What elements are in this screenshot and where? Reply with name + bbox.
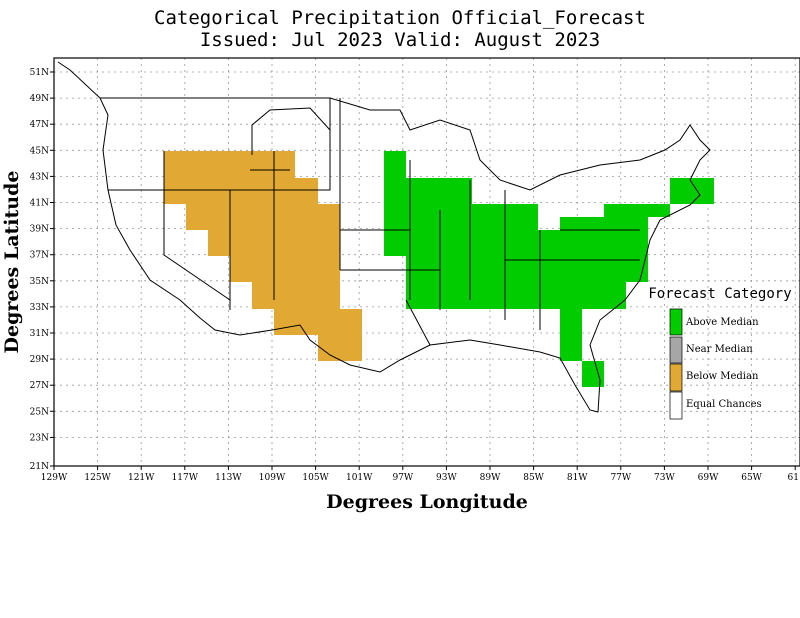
lat-tick-label: 51N: [30, 68, 49, 78]
legend-label-below: Below Median: [686, 371, 759, 382]
legend-swatch-near: [669, 336, 683, 364]
lon-tick-label: 93W: [436, 473, 457, 483]
lat-tick-label: 43N: [30, 172, 49, 182]
lat-tick-label: 35N: [30, 277, 49, 287]
lon-tick-label: 85W: [523, 473, 544, 483]
lon-tick-label: 65W: [741, 473, 762, 483]
lat-tick-label: 29N: [30, 355, 49, 365]
legend: Forecast Category Above Median Near Medi…: [648, 286, 792, 420]
lon-tick-label: 109W: [259, 473, 286, 483]
map-title-line2: Issued: Jul 2023 Valid: August 2023: [199, 29, 601, 51]
state-borders: [57, 61, 711, 413]
lat-tick-label: 41N: [30, 199, 49, 209]
above-median-region: [384, 151, 714, 387]
x-axis-label: Degrees Longitude: [326, 491, 528, 513]
legend-swatch-below: [669, 363, 683, 392]
lon-tick-label: 105W: [302, 473, 329, 483]
below-median-region: [164, 151, 362, 361]
lat-tick-label: 25N: [30, 407, 49, 417]
lon-tick-label: 69W: [698, 473, 719, 483]
lat-tick-label: 23N: [30, 433, 49, 443]
lat-tick-label: 21N: [30, 462, 49, 472]
legend-swatch-equal: [669, 391, 683, 420]
lon-tick-label: 81W: [567, 473, 588, 483]
legend-swatch-above: [669, 308, 683, 336]
lat-tick-label: 31N: [30, 329, 49, 339]
lon-tick-label: 101W: [346, 473, 373, 483]
lat-tick-label: 39N: [30, 225, 49, 235]
lon-tick-label: 121W: [128, 473, 155, 483]
latitude-tick-labels: 51N 49N 47N 45N 43N 41N 39N 37N 35N 33N 31N 29N 27N 2…: [30, 68, 54, 472]
lat-tick-label: 45N: [30, 146, 49, 156]
lon-tick-label: 117W: [172, 473, 199, 483]
lat-tick-label: 47N: [30, 120, 49, 130]
legend-title: Forecast Category: [648, 286, 791, 302]
longitude-tick-labels: 129W 125W 121W 117W 113W 109W 105W 101W 97W 93W 89…: [41, 466, 799, 483]
y-axis-label: Degrees Latitude: [1, 171, 23, 354]
lat-tick-label: 49N: [30, 94, 49, 104]
map-title-line1: Categorical Precipitation Official_Forec…: [154, 7, 646, 29]
lon-tick-label: 97W: [392, 473, 413, 483]
lon-tick-label: 77W: [610, 473, 631, 483]
plot-frame: [53, 57, 800, 467]
lon-tick-label: 89W: [480, 473, 501, 483]
lat-tick-label: 37N: [30, 251, 49, 261]
lon-tick-label: 125W: [84, 473, 111, 483]
lon-tick-label: 61: [788, 473, 799, 483]
legend-label-above: Above Median: [685, 317, 759, 328]
lat-tick-label: 27N: [30, 381, 49, 391]
lon-tick-label: 73W: [654, 473, 675, 483]
legend-label-near: Near Median: [686, 344, 753, 355]
lat-tick-label: 33N: [30, 303, 49, 313]
legend-label-equal: Equal Chances: [686, 399, 762, 410]
lon-tick-label: 113W: [215, 473, 242, 483]
lon-tick-label: 129W: [41, 473, 68, 483]
